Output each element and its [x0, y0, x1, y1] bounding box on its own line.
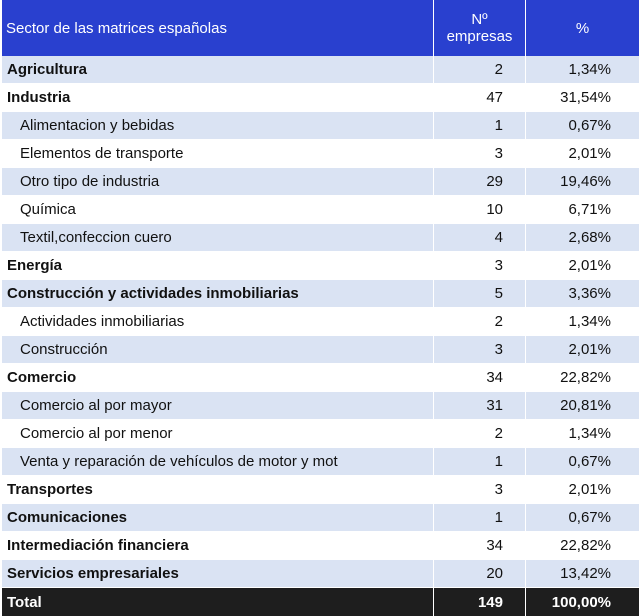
total-count: 149: [434, 588, 526, 616]
row-label: Comercio al por menor: [2, 420, 434, 448]
row-label: Construcción y actividades inmobiliarias: [2, 280, 434, 308]
row-count: 3: [434, 252, 526, 280]
header-count-line2: empresas: [447, 28, 513, 45]
row-count: 34: [434, 532, 526, 560]
row-count: 3: [434, 336, 526, 364]
row-pct: 13,42%: [526, 560, 640, 588]
row-pct: 2,68%: [526, 224, 640, 252]
row-label: Energía: [2, 252, 434, 280]
header-sector: Sector de las matrices españolas: [2, 0, 434, 56]
row-label: Intermediación financiera: [2, 532, 434, 560]
row-label: Industria: [2, 84, 434, 112]
row-label: Comunicaciones: [2, 504, 434, 532]
total-pct: 100,00%: [526, 588, 640, 616]
row-pct: 2,01%: [526, 140, 640, 168]
row-pct: 6,71%: [526, 196, 640, 224]
header-count-line1: Nº: [471, 11, 487, 28]
row-pct: 2,01%: [526, 252, 640, 280]
row-pct: 1,34%: [526, 308, 640, 336]
row-pct: 19,46%: [526, 168, 640, 196]
row-pct: 22,82%: [526, 532, 640, 560]
row-label: Comercio al por mayor: [2, 392, 434, 420]
row-label: Alimentacion y bebidas: [2, 112, 434, 140]
row-count: 2: [434, 56, 526, 84]
row-count: 5: [434, 280, 526, 308]
row-pct: 1,34%: [526, 56, 640, 84]
row-label: Transportes: [2, 476, 434, 504]
row-pct: 20,81%: [526, 392, 640, 420]
row-count: 20: [434, 560, 526, 588]
row-label: Actividades inmobiliarias: [2, 308, 434, 336]
row-count: 3: [434, 476, 526, 504]
row-count: 4: [434, 224, 526, 252]
row-count: 3: [434, 140, 526, 168]
row-pct: 22,82%: [526, 364, 640, 392]
row-count: 34: [434, 364, 526, 392]
row-label: Venta y reparación de vehículos de motor…: [2, 448, 434, 476]
row-count: 2: [434, 308, 526, 336]
row-label: Textil,confeccion cuero: [2, 224, 434, 252]
row-count: 1: [434, 448, 526, 476]
row-pct: 0,67%: [526, 504, 640, 532]
row-count: 29: [434, 168, 526, 196]
row-pct: 0,67%: [526, 448, 640, 476]
table-row: Construcción y actividades inmobiliarias…: [2, 280, 640, 308]
row-pct: 31,54%: [526, 84, 640, 112]
row-label: Comercio: [2, 364, 434, 392]
row-label: Construcción: [2, 336, 434, 364]
row-count: 47: [434, 84, 526, 112]
row-label: Química: [2, 196, 434, 224]
row-label: Otro tipo de industria: [2, 168, 434, 196]
total-label: Total: [2, 588, 434, 616]
header-pct: %: [526, 0, 640, 56]
row-pct: 2,01%: [526, 336, 640, 364]
row-label: Agricultura: [2, 56, 434, 84]
row-label: Elementos de transporte: [2, 140, 434, 168]
row-count: 1: [434, 504, 526, 532]
row-label: Servicios empresariales: [2, 560, 434, 588]
table-row: Venta y reparación de vehículos de motor…: [2, 448, 640, 476]
row-count: 2: [434, 420, 526, 448]
row-pct: 2,01%: [526, 476, 640, 504]
row-count: 1: [434, 112, 526, 140]
row-pct: 1,34%: [526, 420, 640, 448]
row-count: 10: [434, 196, 526, 224]
total-row: Total 149 100,00%: [2, 588, 640, 616]
row-pct: 3,36%: [526, 280, 640, 308]
row-pct: 0,67%: [526, 112, 640, 140]
row-count: 31: [434, 392, 526, 420]
